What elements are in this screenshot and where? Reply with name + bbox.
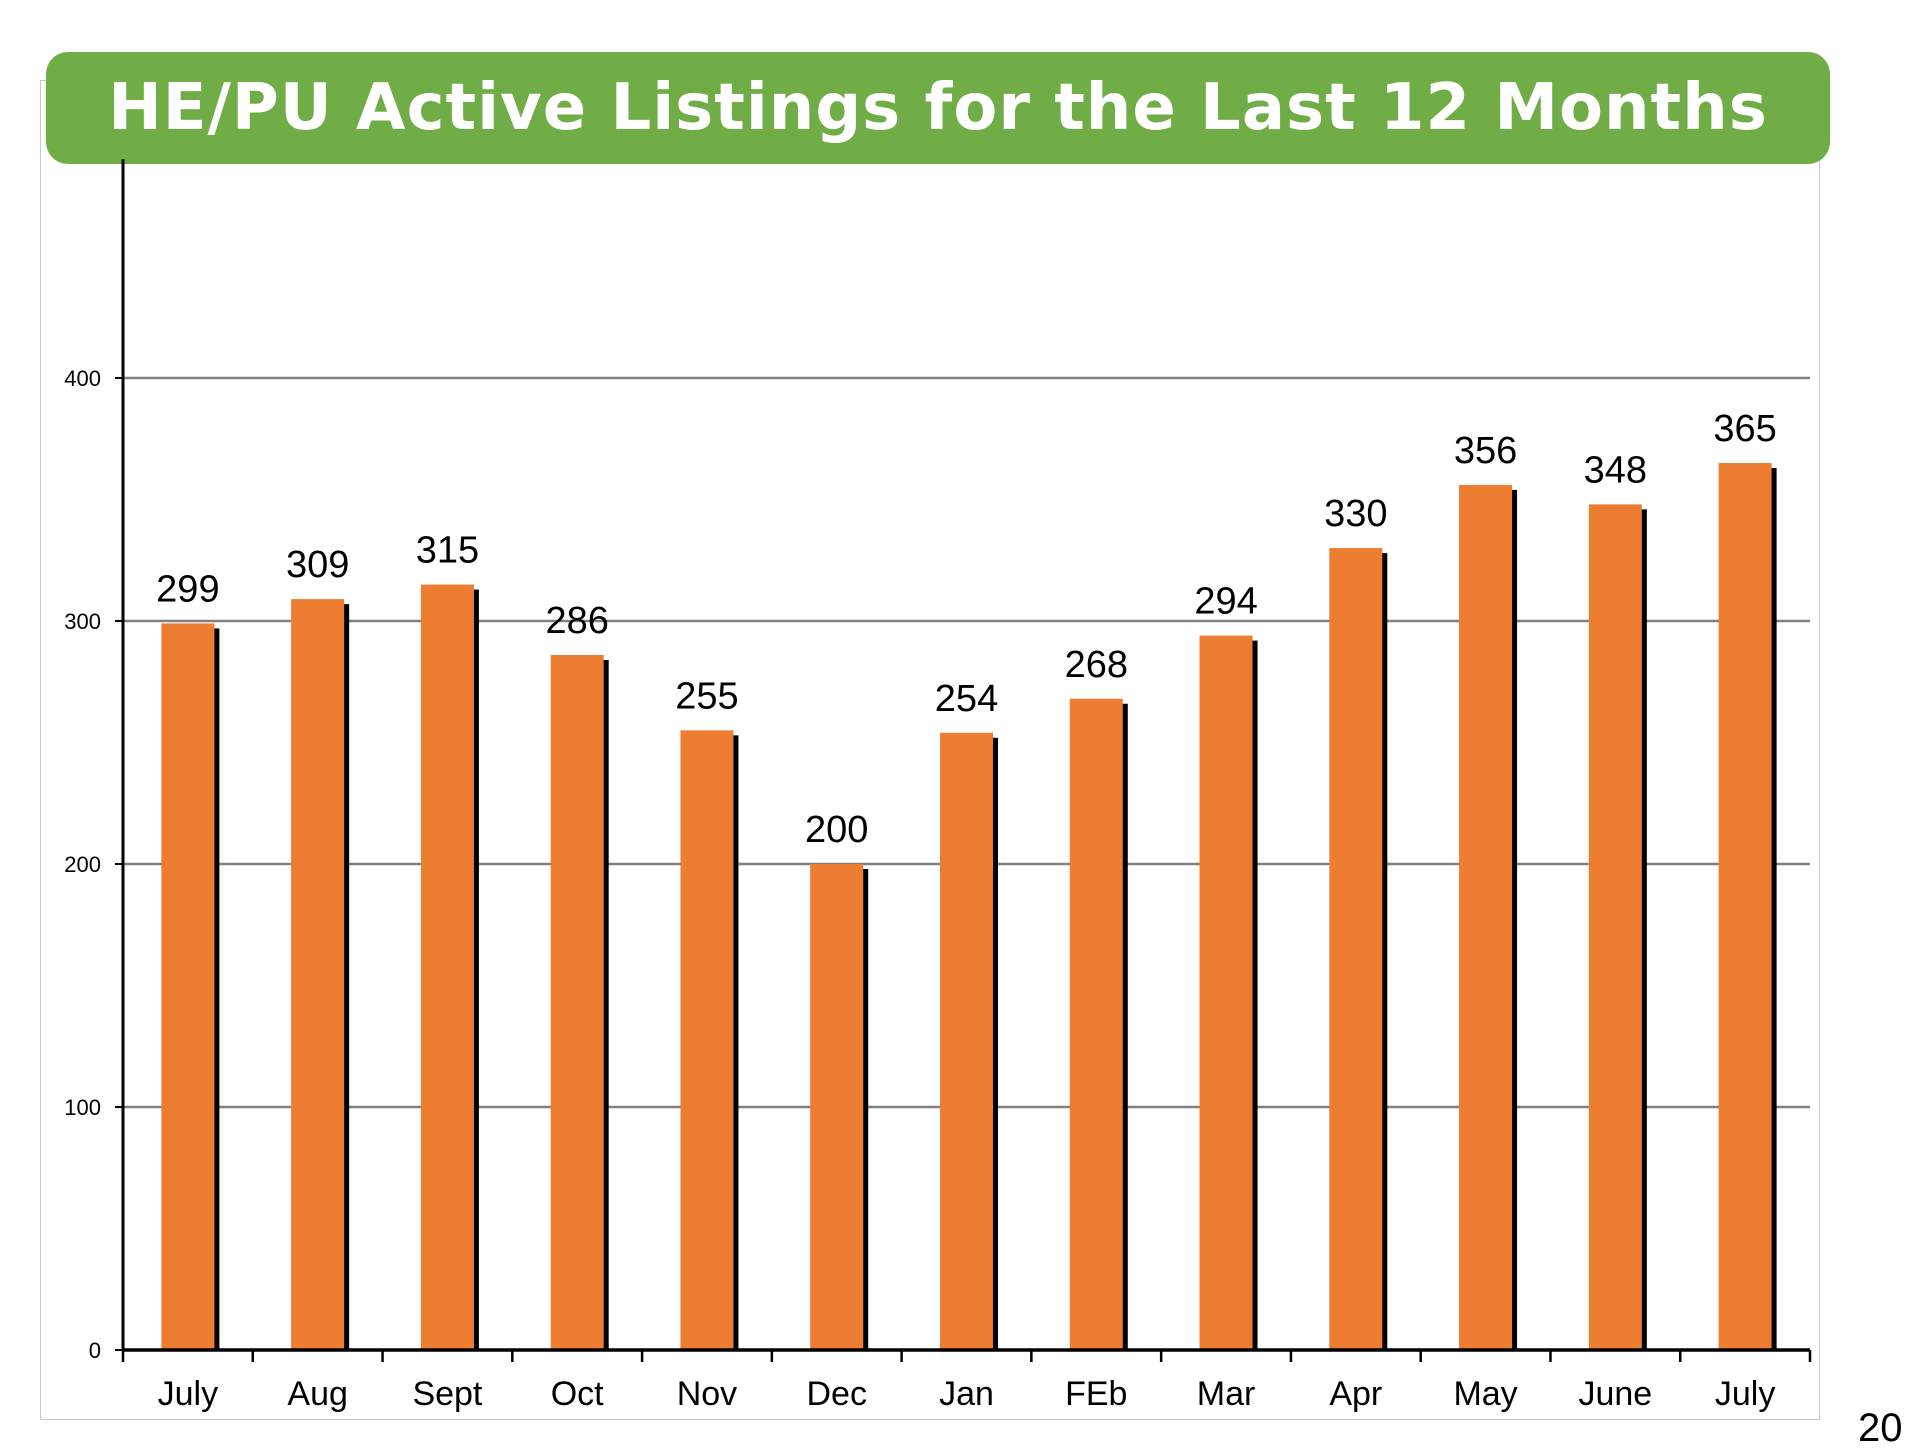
y-tick-label: 0 xyxy=(89,1338,101,1363)
data-label: 348 xyxy=(1584,449,1647,491)
data-label: 268 xyxy=(1065,644,1128,686)
bars xyxy=(161,463,1777,1350)
x-tick-label: Nov xyxy=(677,1375,737,1413)
x-tick-label: FEb xyxy=(1065,1375,1127,1413)
data-label: 356 xyxy=(1454,430,1517,472)
bar-aug-1 xyxy=(291,599,345,1350)
data-label: 309 xyxy=(286,544,349,586)
y-tick-label: 400 xyxy=(64,366,101,391)
data-label: 299 xyxy=(156,568,219,610)
bar-oct-3 xyxy=(550,655,604,1350)
data-label: 200 xyxy=(805,809,868,851)
x-tick-label: Aug xyxy=(287,1375,348,1413)
bar-dec-5 xyxy=(810,864,864,1350)
data-label: 365 xyxy=(1713,408,1776,450)
labels: 0 100 200 300 400 299 July 309 Aug 315 Sept 286 Oct 2… xyxy=(64,366,1777,1413)
bar-june-11 xyxy=(1588,504,1642,1350)
x-tick-label: Mar xyxy=(1197,1375,1256,1413)
x-tick-label: July xyxy=(1715,1375,1775,1413)
bar-may-10 xyxy=(1459,484,1513,1350)
data-label: 254 xyxy=(935,678,998,720)
bar-jan-6 xyxy=(940,732,993,1350)
bar-feb-7 xyxy=(1069,698,1123,1350)
bar-sept-2 xyxy=(420,584,474,1350)
y-tick-label: 300 xyxy=(64,609,101,634)
data-label: 294 xyxy=(1194,581,1257,623)
y-tick-label: 200 xyxy=(64,852,101,877)
bar-apr-9 xyxy=(1329,548,1383,1350)
title-banner: HE/PU Active Listings for the Last 12 Mo… xyxy=(46,52,1830,164)
bar-nov-4 xyxy=(680,730,734,1350)
x-tick-label: Dec xyxy=(806,1375,866,1413)
x-tick-label: July xyxy=(158,1375,218,1413)
data-label: 255 xyxy=(675,675,738,717)
x-tick-label: May xyxy=(1453,1375,1517,1413)
axes xyxy=(115,159,1812,1362)
x-tick-label: Sept xyxy=(412,1375,482,1413)
page-number: 20 xyxy=(1858,1406,1903,1450)
x-tick-label: Jan xyxy=(939,1375,994,1413)
chart-title: HE/PU Active Listings for the Last 12 Mo… xyxy=(108,71,1768,145)
x-tick-label: Oct xyxy=(551,1375,604,1413)
x-tick-label: Apr xyxy=(1329,1375,1382,1413)
data-label: 286 xyxy=(545,600,608,642)
data-label: 315 xyxy=(416,530,479,572)
bar-july-12 xyxy=(1718,463,1772,1350)
data-label: 330 xyxy=(1324,493,1387,535)
bar-july-0 xyxy=(161,623,215,1350)
x-tick-label: June xyxy=(1578,1375,1652,1413)
bar-mar-8 xyxy=(1199,635,1253,1350)
y-tick-label: 100 xyxy=(64,1095,101,1120)
